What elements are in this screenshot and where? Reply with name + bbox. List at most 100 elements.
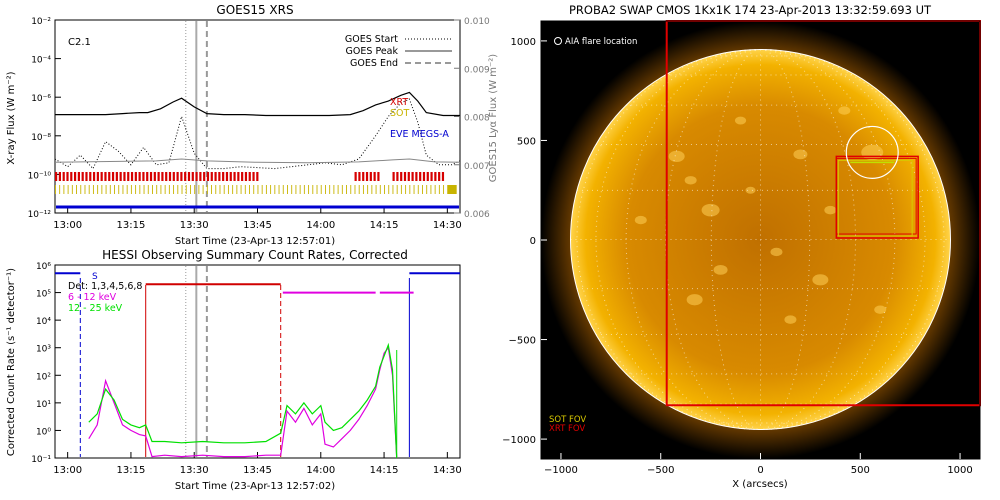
xrt-coverage-bar xyxy=(187,172,191,181)
xrt-coverage-bar xyxy=(233,172,236,181)
heliographic-grid xyxy=(570,49,951,430)
eve-label: EVE MEGS-A xyxy=(390,129,449,140)
hessi-legend-6-12: 6 - 12 keV xyxy=(68,292,117,303)
sot-coverage-bar xyxy=(350,185,352,194)
sot-coverage-bar xyxy=(88,185,90,194)
sot-coverage-bar xyxy=(400,185,402,194)
swap-ytick-label: 500 xyxy=(517,136,536,147)
sot-coverage-bar xyxy=(152,185,153,194)
active-region-blob xyxy=(634,215,647,225)
swap-xtick-label: −1000 xyxy=(544,465,578,476)
hessi-xtick-label: 14:00 xyxy=(306,465,335,476)
xrt-coverage-bar xyxy=(161,172,164,181)
xrt-coverage-bar xyxy=(58,172,61,181)
sot-coverage-bar xyxy=(405,185,407,194)
active-region-blob xyxy=(838,106,851,115)
xrt-coverage-bar xyxy=(441,172,445,181)
goes-ylabel-left: X-ray Flux (W m⁻²) xyxy=(6,71,17,164)
swap-title: PROBA2 SWAP CMOS 1Kx1K 174 23-Apr-2013 1… xyxy=(569,3,932,17)
goes-ytick-right-label: 0.006 xyxy=(464,210,490,220)
sot-coverage-bar xyxy=(67,185,69,194)
xrt-coverage-bar xyxy=(244,172,248,181)
goes-ytick-label: 10⁻⁴ xyxy=(31,56,51,66)
xrt-coverage-bar xyxy=(403,172,407,181)
sot-coverage-bar xyxy=(388,185,390,194)
xrt-coverage-bar xyxy=(96,172,99,181)
goes-long-channel-line xyxy=(55,91,460,117)
longitude-line xyxy=(760,49,926,430)
sot-coverage-bar xyxy=(177,185,179,194)
sot-coverage-bar xyxy=(337,185,339,194)
xrt-coverage-bar xyxy=(225,172,229,181)
sot-coverage-bar xyxy=(236,185,238,194)
goes-class-label: C2.1 xyxy=(68,37,91,48)
sot-coverage-bar xyxy=(299,185,301,194)
sot-coverage-bar xyxy=(55,185,56,194)
xrt-coverage-bar xyxy=(62,172,65,181)
hessi-title: HESSI Observing Summary Count Rates, Cor… xyxy=(102,248,408,262)
sot-coverage-bar xyxy=(105,185,107,194)
active-region-blob xyxy=(812,274,829,286)
goes-ytick-right-label: 0.007 xyxy=(464,162,490,172)
sot-coverage-bar xyxy=(63,185,65,194)
sot-coverage-bar xyxy=(312,185,314,194)
hessi-xtick-label: 14:15 xyxy=(370,465,399,476)
sot-coverage-bar xyxy=(257,185,259,194)
xrt-coverage-bar xyxy=(115,172,118,181)
hessi-xticks: 13:00 13:15 13:30 13:45 14:00 14:15 14:30 xyxy=(53,452,462,476)
xrt-coverage-bar xyxy=(438,172,441,181)
hessi-12-25-kev-line xyxy=(88,342,398,459)
sot-coverage-bar xyxy=(325,185,326,194)
aia-legend-label: AIA flare location xyxy=(565,37,637,47)
xrt-coverage-bar xyxy=(256,172,259,181)
active-region-blob xyxy=(861,144,884,161)
sot-coverage-bar xyxy=(190,185,191,194)
goes-panel: GOES15 XRS C2.1 10⁻²10⁻⁴10⁻⁶10⁻⁸10⁻¹⁰10⁻… xyxy=(6,3,499,247)
sot-coverage-bar xyxy=(185,185,187,194)
hessi-series xyxy=(55,272,460,459)
goes-xtick-label: 14:30 xyxy=(433,220,462,231)
sot-coverage-bar xyxy=(274,185,276,194)
sot-coverage-bar xyxy=(308,185,310,194)
hessi-xtick-label: 13:45 xyxy=(243,465,272,476)
xrt-coverage-bar xyxy=(172,172,175,181)
xrt-coverage-bar xyxy=(176,172,179,181)
goes-yticks-right: 0.010 0.009 0.008 0.007 0.006 xyxy=(454,17,490,220)
hessi-legend-detectors: Det: 1,3,4,5,6,8 xyxy=(68,281,142,292)
longitude-line xyxy=(760,49,811,430)
swap-ytick-label: 0 xyxy=(530,236,536,247)
sot-coverage-bar xyxy=(156,185,158,194)
xrt-coverage-bar xyxy=(362,172,365,181)
xrt-coverage-bar xyxy=(108,172,111,181)
hessi-ylabel: Corrected Count Rate (s⁻¹ detector⁻¹) xyxy=(6,268,17,456)
sot-fov-box xyxy=(837,159,913,237)
hessi-ytick-label: 10² xyxy=(36,372,51,382)
goes-xlabel: Start Time (23-Apr-13 12:57:01) xyxy=(175,236,335,247)
goes-ylabel-right: GOES15 Lyα Flux (W m⁻²) xyxy=(488,54,499,182)
goes-lyman-alpha-line xyxy=(54,158,461,164)
xrt-coverage-bar xyxy=(191,172,194,181)
goes-legend-end-label: GOES End xyxy=(350,58,398,69)
sot-coverage-bar xyxy=(316,185,318,194)
xrt-coverage-bar xyxy=(252,172,255,181)
sot-label: SOT xyxy=(390,108,410,119)
goes-xticks: 13:00 13:15 13:30 13:45 14:00 14:15 14:30 xyxy=(53,207,462,231)
xrt-coverage-bar xyxy=(229,172,232,181)
hessi-ytick-label: 10¹ xyxy=(36,400,51,410)
active-region-blob xyxy=(824,205,837,215)
sot-coverage-bar xyxy=(59,185,61,194)
xrt-coverage-bar xyxy=(419,172,422,181)
xrt-coverage-bar xyxy=(365,172,369,181)
aia-legend-circle-icon xyxy=(554,37,562,45)
sot-coverage-bar xyxy=(265,185,267,194)
sot-coverage-bar xyxy=(249,185,250,194)
xrt-coverage-bar xyxy=(354,172,357,181)
goes-legend-peak-label: GOES Peak xyxy=(346,46,399,57)
aia-flare-location-circle xyxy=(845,125,899,179)
xrt-coverage-bar xyxy=(70,172,73,181)
sot-coverage-bar xyxy=(320,185,322,194)
sot-coverage-bar xyxy=(139,185,141,194)
sot-coverage-bar xyxy=(168,185,170,194)
xrt-coverage-bar xyxy=(210,172,213,181)
xrt-coverage-bar xyxy=(214,172,217,181)
